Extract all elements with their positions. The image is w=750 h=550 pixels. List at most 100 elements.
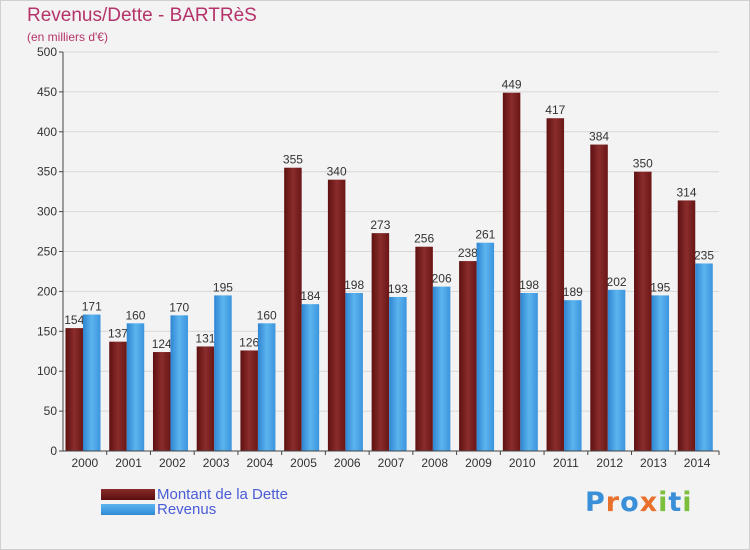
label-dette-2013: 350: [633, 157, 653, 171]
legend-label-debt: Montant de la Dette: [157, 486, 288, 503]
label-dette-2001: 137: [108, 327, 128, 341]
x-tick-label-2011: 2011: [553, 456, 579, 470]
logo-letter: i: [682, 487, 693, 518]
legend-swatch-revenus: [101, 504, 155, 515]
bar-dette-2001: [109, 341, 127, 451]
bar-dette-2014: [677, 200, 696, 451]
chart-subtitle: (en milliers d'€): [27, 30, 108, 44]
bar-revenus-2000: [83, 314, 101, 451]
bar-revenus-2013: [651, 295, 670, 451]
bar-revenus-2002: [170, 315, 188, 451]
bar-dette-2002: [152, 352, 171, 451]
legend-swatch-debt: [101, 489, 155, 500]
bar-revenus-2011: [564, 300, 582, 451]
bar-dette-2011: [546, 118, 565, 451]
label-revenus-2012: 202: [607, 275, 627, 289]
label-dette-2007: 273: [370, 218, 390, 232]
label-dette-2014: 314: [677, 185, 697, 199]
label-revenus-2007: 193: [388, 282, 408, 296]
legend-label-revenus: Revenus: [157, 501, 217, 518]
label-dette-2009: 238: [458, 246, 478, 260]
label-dette-2012: 384: [589, 130, 609, 144]
x-tick-label-2004: 2004: [246, 456, 273, 470]
x-tick-label-2012: 2012: [596, 456, 623, 470]
logo-letter: i: [658, 487, 669, 518]
y-tick-label: 350: [37, 165, 57, 179]
y-tick-label: 300: [37, 205, 57, 219]
y-tick-label: 50: [44, 404, 58, 418]
x-tick-label-2008: 2008: [421, 456, 448, 470]
label-revenus-2002: 170: [169, 300, 189, 314]
chart-title: Revenus/Dette - BARTRèS: [27, 5, 257, 26]
proxiti-logo: Proxiti: [585, 487, 693, 518]
bar-dette-2009: [459, 261, 477, 451]
x-tick-label-2013: 2013: [640, 456, 667, 470]
x-tick-label-2005: 2005: [290, 456, 317, 470]
bar-revenus-2010: [520, 292, 538, 451]
x-tick-label-2007: 2007: [378, 456, 405, 470]
logo-letter: P: [585, 487, 606, 518]
bar-revenus-2005: [301, 304, 320, 451]
bar-revenus-2003: [214, 295, 232, 451]
y-tick-label: 400: [37, 125, 57, 139]
label-dette-2003: 131: [195, 331, 215, 345]
label-revenus-2006: 198: [344, 278, 364, 292]
label-dette-2002: 124: [152, 337, 172, 351]
logo-letter: r: [605, 487, 621, 518]
bar-dette-2008: [415, 246, 433, 451]
bar-dette-2006: [327, 179, 346, 451]
label-revenus-2013: 195: [650, 280, 670, 294]
label-revenus-2003: 195: [213, 280, 233, 294]
logo-letter: t: [668, 487, 683, 518]
bar-dette-2000: [65, 328, 83, 451]
y-tick-label: 100: [37, 364, 57, 378]
label-revenus-2014: 235: [694, 248, 714, 262]
x-tick-label-2014: 2014: [684, 456, 711, 470]
label-revenus-2010: 198: [519, 278, 539, 292]
x-tick-label-2003: 2003: [203, 456, 230, 470]
x-tick-label-2002: 2002: [159, 456, 186, 470]
label-dette-2010: 449: [502, 78, 522, 92]
y-tick-label: 250: [37, 245, 57, 259]
bar-revenus-2008: [432, 286, 451, 451]
bar-dette-2003: [196, 346, 215, 451]
y-tick-label: 200: [37, 284, 57, 298]
bar-dette-2004: [240, 350, 258, 451]
x-tick-label-2009: 2009: [465, 456, 492, 470]
bar-revenus-2014: [695, 263, 713, 451]
y-tick-label: 150: [37, 324, 57, 338]
x-tick-label-2000: 2000: [72, 456, 99, 470]
label-revenus-2011: 189: [563, 285, 583, 299]
bar-revenus-2004: [257, 323, 276, 451]
bar-dette-2005: [284, 167, 302, 451]
bar-dette-2007: [371, 233, 390, 451]
label-revenus-2005: 184: [300, 289, 320, 303]
bar-dette-2013: [634, 171, 652, 451]
logo-letter: x: [639, 487, 659, 518]
bar-revenus-2007: [389, 296, 407, 451]
label-revenus-2001: 160: [125, 308, 145, 322]
label-revenus-2008: 206: [432, 272, 452, 286]
bar-dette-2010: [502, 92, 521, 451]
label-dette-2011: 417: [545, 103, 565, 117]
bar-revenus-2006: [345, 292, 363, 451]
x-tick-label-2001: 2001: [115, 456, 142, 470]
label-dette-2005: 355: [283, 153, 303, 167]
label-dette-2000: 154: [64, 313, 84, 327]
bar-dette-2012: [590, 144, 608, 451]
bar-revenus-2009: [476, 242, 495, 451]
x-tick-label-2006: 2006: [334, 456, 361, 470]
label-dette-2008: 256: [414, 232, 434, 246]
y-tick-label: 0: [50, 444, 57, 458]
bar-revenus-2012: [607, 289, 626, 451]
x-tick-label-2010: 2010: [509, 456, 536, 470]
label-revenus-2000: 171: [82, 300, 102, 314]
axes: 0 50 100 150 200 250 300 350 400 450 500 2000 2001 20…: [37, 45, 720, 470]
label-dette-2006: 340: [327, 165, 347, 179]
y-tick-label: 450: [37, 85, 57, 99]
logo-letter: o: [620, 487, 640, 518]
label-dette-2004: 126: [239, 335, 259, 349]
